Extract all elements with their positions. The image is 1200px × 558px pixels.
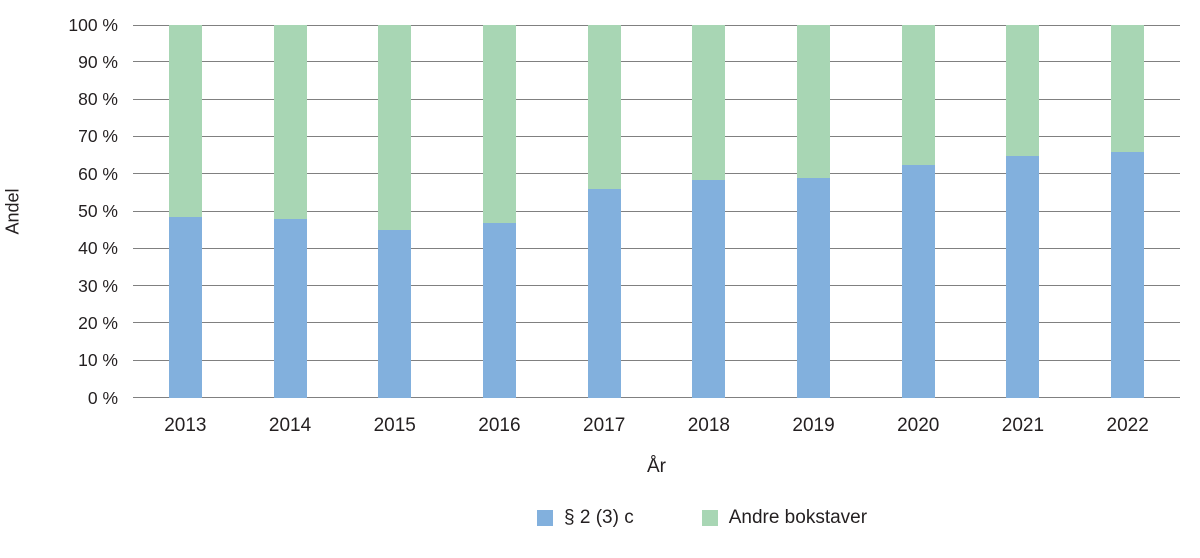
legend-swatch-icon xyxy=(537,510,553,526)
bar-2022 xyxy=(1111,25,1145,398)
gridline-60 xyxy=(133,173,1180,175)
bar-2013 xyxy=(168,25,202,398)
bar-segment-2020-§-2-(3)-c xyxy=(901,164,935,398)
y-tick-label-100: 100 % xyxy=(68,14,118,35)
legend-swatch-icon xyxy=(701,510,718,526)
y-tick-label-50: 50 % xyxy=(78,200,118,221)
x-tick-label-2021: 2021 xyxy=(1001,415,1045,436)
bar-2019 xyxy=(797,25,831,398)
bar-segment-2021-Andre-bokstaver xyxy=(1006,25,1040,156)
legend-item-§-2-(3)-c: § 2 (3) c xyxy=(537,507,634,529)
bar-slot-2013 xyxy=(133,25,238,398)
bar-slot-2022 xyxy=(1075,25,1180,398)
bar-segment-2019-§-2-(3)-c xyxy=(797,177,831,398)
plot-area xyxy=(133,25,1180,398)
y-tick-label-0: 0 % xyxy=(87,387,118,408)
y-tick-label-30: 30 % xyxy=(78,275,118,296)
bar-slot-2021 xyxy=(971,25,1076,398)
y-axis-tick-labels: 0 % 10 % 20 % 30 % 40 % 50 % 60 % 70 % 80 % 90 % 1… xyxy=(0,16,118,406)
bar-segment-2018-§-2-(3)-c xyxy=(692,179,726,398)
bar-slot-2015 xyxy=(342,25,447,398)
bar-segment-2016-§-2-(3)-c xyxy=(482,222,516,398)
bar-slot-2014 xyxy=(238,25,343,398)
x-tick-label-2015: 2015 xyxy=(373,415,416,436)
bar-segment-2014-§-2-(3)-c xyxy=(273,218,307,398)
bar-segment-2021-§-2-(3)-c xyxy=(1006,155,1040,398)
bar-segment-2019-Andre-bokstaver xyxy=(797,25,831,178)
x-tick-label-2022: 2022 xyxy=(1106,415,1149,436)
bar-2018 xyxy=(692,25,726,398)
y-tick-label-90: 90 % xyxy=(78,51,118,72)
x-tick-label-2019: 2019 xyxy=(792,415,835,436)
bar-2021 xyxy=(1006,25,1040,398)
x-tick-label-2017: 2017 xyxy=(583,415,626,436)
gridline-70 xyxy=(133,135,1180,137)
y-tick-label-20: 20 % xyxy=(78,312,118,333)
x-tick-label-2020: 2020 xyxy=(897,415,940,436)
legend-label: § 2 (3) c xyxy=(564,507,634,528)
gridline-100 xyxy=(133,25,1180,26)
y-tick-label-10: 10 % xyxy=(78,349,118,370)
bar-slot-2018 xyxy=(657,25,762,398)
bar-2020 xyxy=(901,25,935,398)
bar-2014 xyxy=(273,25,307,398)
x-tick-label-2018: 2018 xyxy=(687,415,730,436)
gridline-80 xyxy=(133,98,1180,100)
legend: § 2 (3) c Andre bokstaver xyxy=(537,507,867,529)
bar-segment-2014-Andre-bokstaver xyxy=(273,25,307,219)
bar-segment-2015-Andre-bokstaver xyxy=(378,25,412,231)
y-tick-label-60: 60 % xyxy=(78,163,118,184)
x-axis-tick-labels: 2013 2014 2015 2016 2017 2018 2019 2020 2021 2022 xyxy=(133,412,1180,440)
gridline-50 xyxy=(133,210,1180,212)
gridline-90 xyxy=(133,61,1180,63)
bar-segment-2018-Andre-bokstaver xyxy=(692,25,726,180)
y-tick-label-80: 80 % xyxy=(78,88,118,109)
bar-segment-2022-Andre-bokstaver xyxy=(1111,25,1145,152)
bar-slot-2017 xyxy=(552,25,657,398)
x-tick-label-2013: 2013 xyxy=(164,415,207,436)
x-axis-title: År xyxy=(647,456,666,477)
bar-segment-2015-§-2-(3)-c xyxy=(378,230,412,398)
bar-slot-2016 xyxy=(447,25,552,398)
bar-segment-2016-Andre-bokstaver xyxy=(482,25,516,223)
legend-label: Andre bokstaver xyxy=(728,507,868,528)
bar-segment-2022-§-2-(3)-c xyxy=(1111,151,1145,398)
bar-segment-2017-§-2-(3)-c xyxy=(587,189,621,398)
gridline-20 xyxy=(133,322,1180,324)
bar-slot-2020 xyxy=(866,25,971,398)
bar-segment-2017-Andre-bokstaver xyxy=(587,25,621,190)
legend-item-Andre-bokstaver: Andre bokstaver xyxy=(701,507,868,529)
bar-2015 xyxy=(378,25,412,398)
bar-segment-2013-Andre-bokstaver xyxy=(168,25,202,218)
x-tick-label-2014: 2014 xyxy=(268,415,312,436)
gridline-30 xyxy=(133,285,1180,287)
bar-2016 xyxy=(482,25,516,398)
bar-segment-2013-§-2-(3)-c xyxy=(168,217,202,398)
gridline-0 xyxy=(133,397,1180,398)
bar-slot-2019 xyxy=(761,25,866,398)
gridline-10 xyxy=(133,359,1180,361)
gridline-40 xyxy=(133,247,1180,249)
bar-segment-2020-Andre-bokstaver xyxy=(901,25,935,165)
y-tick-label-40: 40 % xyxy=(78,238,118,259)
y-tick-label-70: 70 % xyxy=(78,126,118,147)
x-tick-label-2016: 2016 xyxy=(478,415,521,436)
bar-2017 xyxy=(587,25,621,398)
